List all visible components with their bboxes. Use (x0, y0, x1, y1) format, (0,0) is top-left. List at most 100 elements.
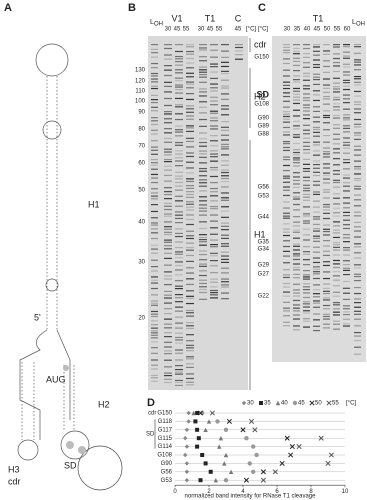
data-point (184, 478, 190, 483)
gel-band (283, 164, 290, 167)
gel-band (303, 93, 310, 95)
gel-band (313, 230, 320, 232)
gel-band (164, 275, 172, 277)
gel-band (210, 140, 218, 142)
gel-band (343, 82, 350, 84)
gel-band (151, 368, 158, 370)
x-tick-label: 0 (173, 489, 177, 495)
gel-band (221, 278, 229, 280)
gel-band (151, 352, 158, 354)
gel-band (175, 118, 183, 121)
gel-band (283, 201, 290, 203)
gel-band (175, 104, 183, 106)
gel-band (151, 99, 158, 101)
gel-band (199, 265, 207, 267)
gel-band (323, 212, 330, 214)
gel-band (186, 230, 194, 232)
gel-band (221, 79, 229, 81)
gel-band (303, 72, 310, 74)
gel-band (293, 198, 300, 200)
gel-band (175, 371, 183, 373)
gel-band (221, 93, 229, 95)
gel-band (175, 368, 183, 371)
gel-band (303, 283, 310, 285)
lane-label: L (352, 19, 356, 26)
gel-band (164, 169, 172, 171)
gel-band (313, 163, 320, 166)
gel-band (313, 76, 320, 78)
gel-band (210, 208, 218, 210)
gel-band (151, 94, 158, 96)
gel-band (323, 191, 330, 193)
gel-band (175, 58, 183, 60)
gel-band (354, 101, 361, 103)
gel-band (151, 168, 158, 170)
lane-group: T1 (205, 13, 216, 23)
gel-band (313, 78, 320, 81)
gel-band (333, 236, 340, 239)
gel-band (283, 189, 290, 191)
gel-band (343, 63, 350, 65)
gel-band (199, 227, 207, 230)
gel-band (175, 342, 183, 344)
gel-band (333, 221, 340, 223)
gel-band (293, 203, 300, 206)
gel-band (164, 312, 172, 315)
gel-band (186, 185, 194, 187)
gel-band (293, 209, 300, 211)
y-tick-label: G114 (158, 444, 173, 450)
gel-band (293, 53, 300, 55)
gel-band (343, 273, 350, 276)
gel-band (283, 255, 290, 257)
gel-band (343, 55, 350, 57)
gel-band (186, 246, 194, 249)
lane-label: OH (154, 22, 163, 28)
gel-band (354, 318, 361, 320)
gel-band (293, 243, 300, 245)
gel-band (164, 233, 172, 236)
gel-band (343, 227, 350, 230)
gel-band (175, 113, 183, 115)
data-point (252, 427, 258, 433)
gel-band (210, 286, 218, 288)
data-point (254, 452, 259, 458)
gel-band (343, 147, 350, 149)
gel-band (313, 296, 320, 298)
gel-band (175, 92, 183, 94)
gel (148, 36, 248, 390)
size-marker: 30 (138, 260, 145, 266)
gel-band (199, 250, 207, 252)
gel-band (323, 182, 330, 184)
gel-band (186, 193, 194, 196)
gel-band (164, 239, 172, 241)
gel-band (313, 66, 320, 68)
gel-band (210, 83, 218, 85)
gel-band (175, 129, 183, 131)
gel-band (151, 332, 158, 334)
gel-band (186, 206, 194, 208)
gel-band (175, 64, 183, 66)
gel-band (293, 157, 300, 159)
gel-band (303, 270, 310, 272)
gel-band (283, 276, 290, 279)
gel-band (343, 79, 350, 81)
gel-band (164, 54, 172, 56)
gel-band (293, 128, 300, 130)
gel-band (333, 197, 340, 199)
gel-band (333, 186, 340, 188)
gel-band (313, 218, 320, 220)
gel-band (293, 120, 300, 123)
gel-band (164, 69, 172, 71)
size-marker: 40 (138, 220, 145, 226)
gel-band (333, 138, 340, 140)
gel-band (164, 137, 172, 140)
gel-band (313, 167, 320, 169)
gel-band (323, 277, 330, 280)
helix-label: H2 (98, 399, 110, 409)
gel-band (221, 169, 229, 171)
gel-band (303, 199, 310, 201)
gel-band (164, 284, 172, 286)
gel-band (199, 69, 207, 71)
gel-band (283, 87, 290, 90)
gel-band (186, 295, 194, 297)
